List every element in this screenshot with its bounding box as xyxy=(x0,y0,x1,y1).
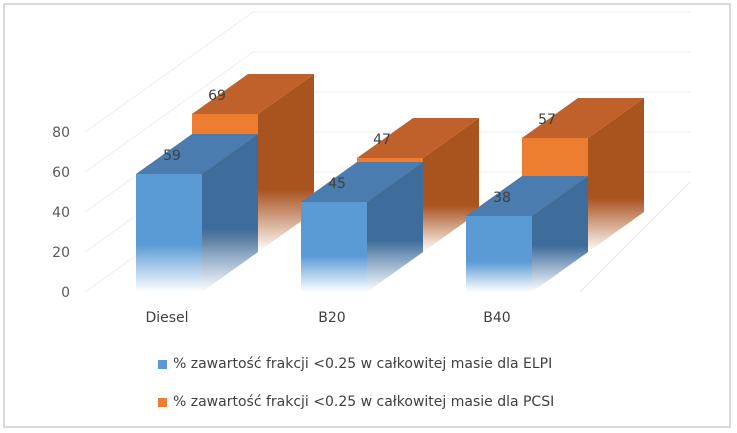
bar-elpi-diesel xyxy=(136,134,258,292)
chart-frame xyxy=(3,3,731,428)
bar-pcsi-diesel-top xyxy=(192,74,314,114)
legend-label-pcsi: % zawartość frakcji <0.25 w całkowitej m… xyxy=(173,394,555,410)
legend-item-pcsi: % zawartość frakcji <0.25 w całkowitej m… xyxy=(158,394,554,410)
y-tick-label: 0 xyxy=(61,285,70,301)
bar-elpi-diesel-top xyxy=(136,134,258,174)
bar-pcsi-b20-side xyxy=(423,118,479,252)
bar-elpi-b40-side xyxy=(532,176,588,292)
bar-elpi-b20-front xyxy=(301,202,367,292)
bar-elpi-b40 xyxy=(466,176,588,292)
legend-swatch-blue xyxy=(158,359,167,369)
bar-elpi-b20-side xyxy=(367,162,423,292)
legend-swatch-orange xyxy=(158,397,167,407)
bar-elpi-b20 xyxy=(301,162,423,292)
x-category-label: B40 xyxy=(483,310,510,326)
data-label-elpi: 38 xyxy=(493,190,511,206)
gridline xyxy=(84,11,690,133)
data-label-pcsi: 57 xyxy=(538,112,556,128)
y-tick-label: 40 xyxy=(52,205,70,221)
bar-elpi-b40-front xyxy=(466,216,532,292)
bar-elpi-b40-top xyxy=(466,176,588,216)
x-category-label: B20 xyxy=(318,310,345,326)
data-label-elpi: 59 xyxy=(163,148,181,164)
y-tick-label: 20 xyxy=(52,245,70,261)
data-label-pcsi: 47 xyxy=(373,132,391,148)
bar-pcsi-diesel-side xyxy=(258,74,314,252)
bar-elpi-diesel-front xyxy=(136,174,202,292)
data-label-elpi: 45 xyxy=(328,176,346,192)
y-tick-label: 60 xyxy=(52,165,70,181)
gridline xyxy=(84,51,690,173)
legend-label-elpi: % zawartość frakcji <0.25 w całkowitej m… xyxy=(173,356,553,372)
bar-elpi-diesel-side xyxy=(202,134,258,292)
x-category-label: Diesel xyxy=(145,310,188,326)
bar-pcsi-b20-top xyxy=(357,118,479,158)
bar-pcsi-b40-side xyxy=(588,98,644,252)
legend-item-elpi: % zawartość frakcji <0.25 w całkowitej m… xyxy=(158,356,552,372)
bar-elpi-b20-top xyxy=(301,162,423,202)
data-label-pcsi: 69 xyxy=(208,88,226,104)
floor-edge xyxy=(579,181,691,293)
y-tick-label: 80 xyxy=(52,125,70,141)
bar-pcsi-b40-top xyxy=(522,98,644,138)
